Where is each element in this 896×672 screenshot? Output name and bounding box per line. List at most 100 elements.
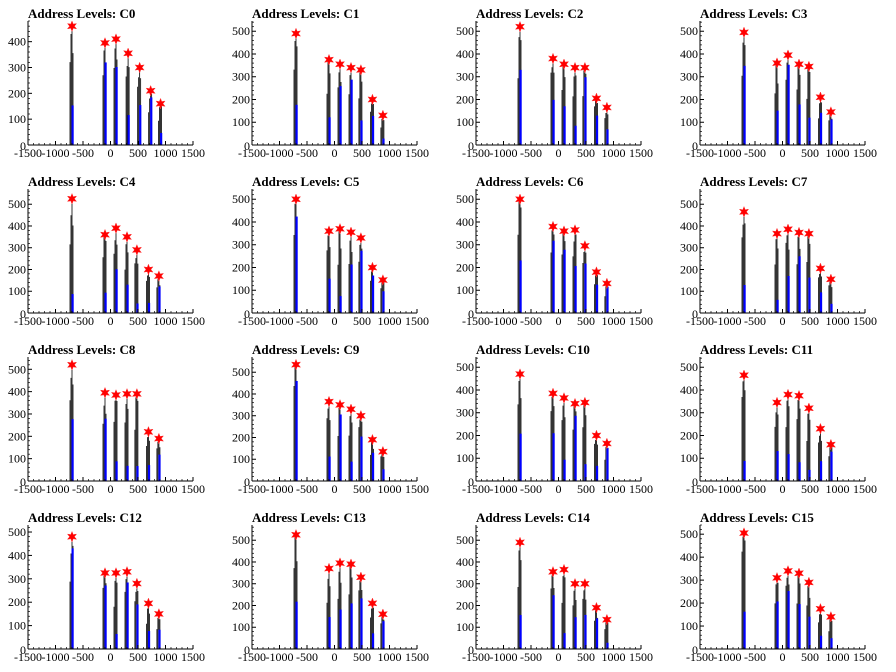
peak-marker bbox=[514, 193, 526, 206]
histogram-bar bbox=[158, 629, 161, 649]
y-tick-label: 0 bbox=[20, 307, 26, 321]
peak-marker bbox=[579, 61, 591, 74]
y-tick-label: 200 bbox=[456, 428, 474, 442]
y-tick-label: 400 bbox=[456, 215, 474, 229]
histogram-bar bbox=[350, 264, 353, 313]
histogram-bar bbox=[126, 465, 129, 481]
x-tick-label: 0 bbox=[556, 314, 562, 328]
peak-marker bbox=[377, 445, 389, 458]
x-tick-label: 500 bbox=[129, 314, 147, 328]
chart-title: Address Levels: C5 bbox=[252, 174, 360, 189]
chart-title: Address Levels: C10 bbox=[476, 342, 590, 357]
x-tick-label: 0 bbox=[556, 146, 562, 160]
histogram-bar bbox=[808, 616, 811, 649]
y-tick-label: 200 bbox=[456, 598, 474, 612]
x-tick-label: 1000 bbox=[378, 314, 402, 328]
y-tick-label: 300 bbox=[456, 577, 474, 591]
peak-marker bbox=[131, 577, 143, 590]
peak-marker bbox=[825, 610, 837, 623]
histogram-bar bbox=[743, 285, 746, 313]
histogram-bar bbox=[574, 265, 577, 313]
y-tick-label: 100 bbox=[456, 451, 474, 465]
histogram-bar bbox=[339, 296, 342, 313]
x-tick-label: -1000 bbox=[42, 650, 70, 664]
histogram-bar bbox=[115, 67, 118, 145]
histogram-bar bbox=[776, 451, 779, 481]
y-tick-label: 500 bbox=[680, 197, 698, 211]
chart-panel: 100 200 300 400 500 0 -1500 -1000 -500 0 500 1000 15… bbox=[224, 168, 448, 336]
chart-title: Address Levels: C1 bbox=[252, 6, 360, 21]
histogram-bar bbox=[127, 115, 130, 145]
x-tick-label: -1500 bbox=[462, 314, 490, 328]
x-tick-label: 500 bbox=[801, 314, 819, 328]
histogram-bar bbox=[126, 284, 129, 313]
peak-marker bbox=[323, 225, 335, 237]
x-tick-label: 1500 bbox=[853, 482, 877, 496]
chart-panel: 100 200 300 400 500 0 -1500 -1000 -500 0 500 1000 15… bbox=[224, 504, 448, 672]
x-tick-label: 1500 bbox=[629, 482, 653, 496]
chart-panel: 100 200 300 400 500 0 -1500 -1000 -500 0 500 1000 15… bbox=[448, 0, 672, 168]
y-tick-label: 100 bbox=[456, 283, 474, 297]
histogram-bar bbox=[606, 129, 609, 145]
peak-marker bbox=[803, 576, 815, 589]
x-tick-label: 500 bbox=[801, 146, 819, 160]
histogram-bar bbox=[787, 590, 790, 649]
y-tick-label: 200 bbox=[680, 428, 698, 442]
histogram-bar bbox=[819, 112, 823, 145]
y-tick-label: 200 bbox=[232, 430, 250, 444]
x-tick-label: 1000 bbox=[378, 650, 402, 664]
peak-marker bbox=[514, 20, 526, 33]
histogram-bar bbox=[519, 433, 522, 481]
histogram-bar bbox=[104, 585, 107, 649]
x-tick-label: 0 bbox=[108, 650, 114, 664]
peak-marker bbox=[377, 109, 389, 122]
peak-marker bbox=[569, 577, 581, 590]
x-tick-label: -500 bbox=[296, 650, 318, 664]
y-tick-label: 200 bbox=[8, 86, 26, 100]
histogram-bar bbox=[115, 634, 118, 649]
histogram-bar bbox=[71, 548, 74, 649]
histogram-bar bbox=[295, 104, 298, 145]
x-tick-label: -500 bbox=[520, 650, 542, 664]
peak-marker bbox=[547, 52, 559, 65]
x-tick-label: 1000 bbox=[826, 482, 850, 496]
y-tick-label: 500 bbox=[456, 533, 474, 547]
histogram-bar bbox=[595, 115, 599, 145]
x-tick-label: 1500 bbox=[405, 314, 429, 328]
peak-marker bbox=[601, 437, 613, 450]
y-tick-label: 400 bbox=[456, 383, 474, 397]
peak-marker bbox=[377, 274, 389, 286]
y-tick-label: 400 bbox=[456, 555, 474, 569]
peak-marker bbox=[803, 402, 815, 415]
y-tick-label: 400 bbox=[8, 35, 26, 49]
peak-marker bbox=[591, 601, 602, 614]
histogram-bar bbox=[360, 250, 363, 313]
peak-marker bbox=[66, 192, 78, 205]
x-tick-label: -1000 bbox=[42, 146, 70, 160]
y-tick-label: 500 bbox=[8, 525, 26, 539]
chart-title: Address Levels: C13 bbox=[252, 510, 366, 525]
x-tick-label: 0 bbox=[108, 482, 114, 496]
peak-marker bbox=[290, 193, 302, 206]
peak-marker bbox=[110, 33, 122, 45]
chart-title: Address Levels: C9 bbox=[252, 342, 360, 357]
histogram-bar bbox=[339, 414, 342, 481]
chart-panel: 100 200 300 400 500 0 -1500 -1000 -500 0 500 1000 15… bbox=[448, 336, 672, 504]
histogram-bar bbox=[743, 65, 746, 145]
peak-marker bbox=[793, 58, 805, 71]
peak-marker bbox=[771, 571, 783, 584]
peak-marker bbox=[579, 396, 591, 409]
y-tick-label: 200 bbox=[8, 595, 26, 609]
histogram-bar bbox=[158, 454, 161, 481]
histogram-bar bbox=[136, 303, 139, 313]
histogram-bar bbox=[360, 120, 363, 145]
y-tick-label: 100 bbox=[8, 452, 26, 466]
x-tick-label: 500 bbox=[577, 314, 595, 328]
histogram-bar bbox=[787, 454, 790, 481]
peak-marker bbox=[110, 222, 122, 235]
peak-marker bbox=[569, 397, 581, 410]
x-tick-label: 0 bbox=[556, 650, 562, 664]
histogram-bar bbox=[382, 469, 385, 481]
